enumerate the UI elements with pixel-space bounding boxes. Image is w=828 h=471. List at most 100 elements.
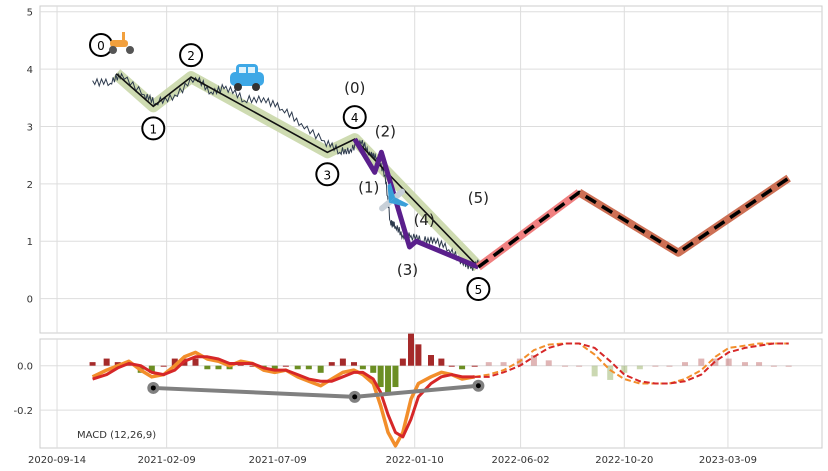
x-tick-label: 2020-09-14 bbox=[28, 455, 86, 466]
projection-dashed-line bbox=[477, 176, 790, 269]
macd-histogram-bar bbox=[682, 362, 689, 366]
airplane-icon bbox=[379, 182, 409, 212]
wave-label-circle bbox=[342, 105, 367, 130]
macd-histogram-bar bbox=[591, 365, 598, 377]
airplane-wing bbox=[388, 197, 409, 207]
macd-histogram-bar bbox=[666, 365, 673, 367]
macd-histogram-bar bbox=[328, 362, 335, 366]
macd-y-tick-label: -0.2 bbox=[13, 406, 33, 417]
airplane-wing bbox=[387, 182, 396, 203]
macd-histogram-bar bbox=[500, 362, 507, 366]
macd-histogram-bar bbox=[545, 360, 552, 366]
macd-histogram-bar bbox=[428, 355, 434, 366]
macd-histogram-bar bbox=[607, 365, 614, 380]
macd-histogram-bar bbox=[438, 358, 445, 366]
signal-line bbox=[92, 355, 475, 439]
subwave-label-text: (4) bbox=[414, 211, 435, 229]
car-window bbox=[239, 67, 246, 73]
car-window bbox=[248, 67, 255, 73]
macd-histogram-bar bbox=[770, 365, 777, 367]
price-y-tick-label: 0 bbox=[27, 295, 33, 306]
macd-histogram-bar bbox=[392, 365, 399, 388]
macd-histogram-bar bbox=[204, 365, 211, 370]
macd-histogram-bar bbox=[636, 365, 643, 370]
macd-histogram-bar bbox=[652, 365, 659, 367]
car-icon bbox=[230, 64, 264, 91]
macd-panel: 0.0 -0.2 MACD (12,26,9) bbox=[13, 333, 823, 449]
signal-projected-line bbox=[474, 342, 789, 385]
macd-histogram-bar bbox=[562, 365, 569, 367]
macd-histogram-bar bbox=[215, 365, 222, 370]
macd-histogram-bar bbox=[621, 365, 628, 373]
macd-histogram-bar bbox=[282, 365, 289, 367]
macd-histogram-bar bbox=[89, 362, 96, 366]
macd-histogram-bar bbox=[485, 362, 492, 366]
scooter-icon bbox=[109, 32, 134, 54]
macd-histogram-bar bbox=[249, 365, 256, 367]
price-line bbox=[92, 72, 481, 271]
macd-histogram-bar bbox=[448, 365, 455, 367]
macd-histogram-bar bbox=[294, 365, 301, 370]
x-tick-label: 2023-03-09 bbox=[699, 455, 757, 466]
x-axis: 2020-09-14 2021-02-09 2021-07-09 2022-01-10… bbox=[28, 455, 757, 466]
car-wheel bbox=[234, 83, 242, 91]
scooter-wheel bbox=[109, 46, 117, 54]
macd-histogram-bar bbox=[359, 365, 366, 370]
wave-primary-line bbox=[115, 73, 479, 268]
wave-label-circle bbox=[315, 162, 340, 187]
macd-projected-line bbox=[474, 342, 789, 385]
macd-histogram-bar bbox=[370, 365, 377, 373]
macd-histogram-bar bbox=[317, 365, 324, 373]
macd-histogram-bar bbox=[305, 365, 312, 370]
macd-histogram-bar bbox=[741, 362, 748, 366]
macd-histogram-bar bbox=[171, 358, 178, 366]
subwave-label-text: (0) bbox=[344, 79, 365, 97]
macd-histogram-bar bbox=[408, 333, 415, 366]
wave-label-circle bbox=[179, 43, 204, 68]
x-tick-label: 2022-06-02 bbox=[492, 455, 550, 466]
scooter-body bbox=[110, 40, 128, 47]
macd-histogram-bar bbox=[530, 355, 537, 366]
car-wheel bbox=[252, 83, 260, 91]
price-y-tick-label: 2 bbox=[27, 180, 33, 191]
macd-histogram-bar bbox=[725, 358, 732, 366]
wave-label-circle bbox=[466, 277, 491, 302]
price-y-tick-label: 1 bbox=[27, 237, 33, 248]
macd-histogram-bar bbox=[160, 365, 167, 367]
macd-histogram-bar bbox=[415, 344, 422, 366]
subwave-label-text: (5) bbox=[468, 189, 489, 207]
wave-label-circle bbox=[141, 116, 166, 141]
macd-histogram-bar bbox=[377, 365, 384, 388]
wave-label-text: 1 bbox=[149, 122, 157, 136]
x-tick-label: 2021-07-09 bbox=[249, 455, 307, 466]
macd-histogram-bar bbox=[471, 365, 478, 367]
price-y-tick-label: 3 bbox=[27, 122, 33, 133]
scooter-wheel bbox=[126, 46, 134, 54]
macd-histogram-bar bbox=[785, 365, 792, 367]
price-plot-area bbox=[39, 5, 823, 334]
macd-histogram-bar bbox=[350, 362, 357, 366]
wave-label-text: 0 bbox=[97, 39, 105, 53]
macd-title: MACD (12,26,9) bbox=[77, 430, 156, 441]
macd-histogram-bar bbox=[576, 365, 583, 367]
x-tick-label: 2022-10-20 bbox=[595, 455, 653, 466]
macd-histogram-bar bbox=[192, 358, 199, 366]
subwave-label-text: (1) bbox=[358, 178, 379, 196]
macd-wave-point-center bbox=[150, 385, 156, 391]
macd-histogram-bar bbox=[103, 358, 110, 366]
macd-histogram-bar bbox=[339, 358, 346, 366]
price-y-tick-label: 4 bbox=[27, 65, 33, 76]
price-panel: 5 4 3 2 1 0 0 1 2 3 4 5 (0) (1) (2) (3) (4) (5) bbox=[27, 5, 823, 334]
macd-histogram-bar bbox=[271, 365, 278, 370]
subwave-label-text: (3) bbox=[397, 261, 418, 279]
macd-wave-point-center bbox=[475, 383, 481, 389]
wave-label-text: 3 bbox=[324, 168, 332, 182]
macd-histogram-bar bbox=[399, 358, 406, 366]
x-tick-label: 2021-02-09 bbox=[138, 455, 196, 466]
scooter-stem bbox=[122, 32, 125, 43]
x-tick-label: 2022-01-10 bbox=[386, 455, 444, 466]
macd-y-tick-label: 0.0 bbox=[17, 362, 33, 373]
macd-histogram-bar bbox=[385, 365, 392, 395]
wave-label-text: 4 bbox=[351, 111, 359, 125]
